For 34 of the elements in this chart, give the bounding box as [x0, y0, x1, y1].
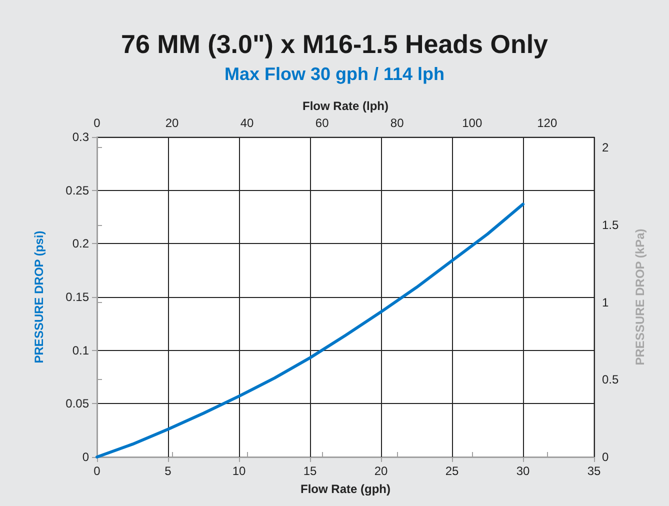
- x-tick-label: 30: [516, 464, 530, 478]
- x2-tick-label: 120: [537, 116, 558, 130]
- y2-tick-label: 0: [602, 450, 609, 464]
- x2-tick-label: 40: [240, 116, 254, 130]
- y-tick-label: 0.05: [66, 396, 90, 411]
- y-axis-title: PRESSURE DROP (psi): [32, 230, 46, 364]
- y-tick-label: 0.1: [72, 343, 90, 358]
- x-tick-label: 0: [94, 464, 101, 478]
- x-tick-label: 15: [303, 464, 317, 478]
- x2-tick-label: 20: [165, 116, 180, 130]
- x2-axis-title: Flow Rate (lph): [302, 99, 388, 114]
- x-tick-label: 10: [232, 464, 246, 478]
- line-series: [96, 202, 524, 458]
- y2-axis-title: PRESSURE DROP (kPa): [633, 228, 647, 366]
- y2-tick-label: 0.5: [602, 372, 620, 387]
- x-tick-label: 5: [164, 464, 172, 478]
- y-tick-label: 0.25: [66, 183, 90, 198]
- chart-subtitle: Max Flow 30 gph / 114 lph: [224, 64, 445, 84]
- y-tick-label: 0: [82, 450, 90, 464]
- y2-tick-label: 2: [602, 140, 609, 155]
- y2-tick-label: 1: [602, 295, 609, 310]
- x-tick-label: 20: [374, 464, 388, 478]
- x2-tick-label: 0: [94, 116, 101, 130]
- y-tick-label: 0.15: [66, 290, 90, 304]
- x-tick-label: 35: [587, 464, 601, 478]
- y-tick-label: 0.3: [72, 130, 90, 144]
- x-axis-title: Flow Rate (gph): [300, 482, 390, 496]
- y2-tick-label: 1.5: [602, 218, 620, 232]
- x-tick-label: 25: [445, 464, 459, 478]
- y-tick-label: 0.2: [72, 236, 90, 251]
- chart-title: 76 MM (3.0") x M16-1.5 Heads Only: [120, 29, 549, 59]
- x2-tick-label: 100: [462, 116, 482, 130]
- x2-tick-label: 80: [390, 116, 404, 130]
- x2-tick-label: 60: [315, 116, 330, 130]
